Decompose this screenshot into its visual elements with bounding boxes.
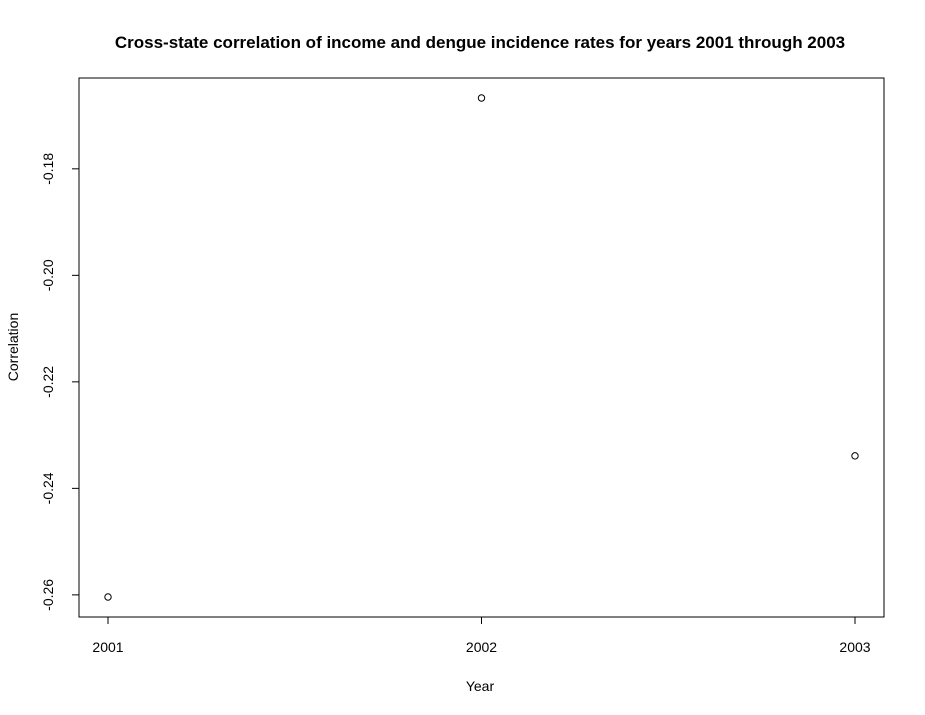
x-tick-label: 2001 (92, 639, 123, 655)
x-tick-label: 2002 (466, 639, 497, 655)
data-point (477, 94, 486, 102)
x-tick-label: 2003 (839, 639, 870, 655)
x-axis: 2001 2002 2003 (92, 617, 871, 655)
data-point (851, 452, 859, 460)
plot-frame (78, 77, 885, 618)
y-tick-label: -0.24 (40, 472, 56, 504)
y-tick-label: -0.22 (40, 366, 56, 398)
data-point (104, 593, 112, 601)
y-axis-label: Correlation (5, 313, 21, 381)
y-tick-label: -0.18 (40, 153, 56, 185)
chart-title: Cross-state correlation of income and de… (115, 33, 845, 52)
y-axis: -0.26 -0.24 -0.22 -0.20 -0.18 (40, 153, 79, 611)
x-axis-label: Year (466, 678, 495, 694)
y-tick-label: -0.20 (40, 259, 56, 291)
data-points (104, 94, 859, 601)
y-tick-label: -0.26 (40, 579, 56, 611)
